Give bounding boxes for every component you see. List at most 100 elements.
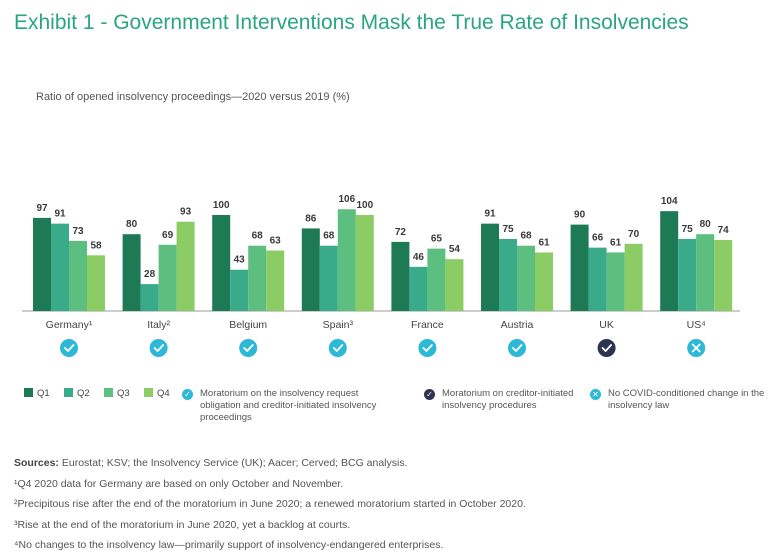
bar-q1 (33, 217, 51, 311)
bar-q4 (445, 259, 464, 311)
bar-q1 (301, 228, 320, 311)
bar-q4 (624, 243, 643, 311)
category-label: US⁴ (687, 319, 706, 331)
data-label: 68 (252, 231, 264, 242)
bar-q1 (391, 241, 410, 311)
legend-moratorium-both: ✓ Moratorium on the insolvency request o… (182, 388, 380, 424)
category-label: Belgium (229, 319, 267, 331)
chart-subtitle: Ratio of opened insolvency proceedings—2… (36, 91, 350, 103)
sources-text: Eurostat; KSV; the Insolvency Service (U… (58, 457, 408, 469)
footnote-4: ⁴No changes to the insolvency law—primar… (14, 539, 444, 551)
bar-q1 (122, 234, 141, 311)
legend-q2: Q2 (64, 388, 90, 399)
data-label: 65 (431, 234, 443, 245)
sources-line: Sources: Eurostat; KSV; the Insolvency S… (14, 456, 526, 477)
data-label: 63 (270, 236, 282, 247)
check-icon-glyph (64, 344, 75, 352)
footnote-1: ¹Q4 2020 data for Germany are based on o… (14, 477, 344, 490)
legend-q1: Q1 (24, 388, 50, 399)
check-icon-glyph (512, 344, 523, 352)
data-label: 91 (484, 209, 496, 220)
data-label: 75 (682, 224, 694, 235)
legend-label-q4: Q4 (157, 388, 170, 399)
bar-q2 (499, 239, 517, 311)
data-label: 61 (538, 237, 550, 248)
bar-q3 (158, 244, 177, 311)
category-label: Italy² (147, 319, 170, 331)
bar-q3 (248, 245, 267, 311)
bar-q2 (319, 245, 338, 311)
bar-q4 (176, 221, 195, 311)
data-label: 100 (213, 200, 230, 211)
footnotes: Sources: Eurostat; KSV; the Insolvency S… (14, 456, 526, 559)
footnote-2: ²Precipitous rise after the end of the m… (14, 498, 526, 510)
sources-label: Sources: (14, 457, 59, 469)
bar-q4 (714, 239, 733, 311)
data-label: 72 (395, 227, 407, 238)
close-icon-glyph (691, 343, 701, 353)
data-label: 69 (162, 230, 174, 241)
bar-q1 (212, 215, 231, 311)
legend-swatch-q1 (24, 388, 33, 397)
data-label: 100 (356, 200, 373, 211)
check-icon-glyph (243, 344, 254, 352)
bar-q3 (606, 252, 625, 311)
legend-swatch-q2 (64, 388, 73, 397)
data-label: 106 (338, 194, 355, 205)
bar-q3 (69, 240, 87, 311)
check-icon-glyph (422, 344, 433, 352)
data-label: 68 (520, 231, 532, 242)
data-label: 90 (574, 210, 586, 221)
bar-q2 (588, 247, 607, 311)
data-label: 74 (718, 225, 730, 236)
data-label: 28 (144, 269, 156, 280)
bar-q3 (427, 248, 446, 311)
check-icon-glyph (332, 344, 344, 352)
legend-moratorium-creditor: ✓ Moratorium on creditor-initiated insol… (424, 388, 592, 412)
data-label: 93 (180, 207, 192, 218)
legend-q3: Q3 (104, 388, 130, 399)
data-label: 66 (592, 233, 604, 244)
check-icon (149, 339, 168, 357)
legend-label-moratorium-creditor: Moratorium on creditor-initiated insolve… (442, 388, 574, 411)
legend-label-q1: Q1 (37, 388, 50, 399)
bar-q4 (87, 255, 105, 311)
bar-q1 (481, 223, 499, 311)
check-icon-glyph (153, 344, 164, 352)
data-label: 97 (36, 203, 48, 214)
data-label: 54 (449, 244, 461, 255)
bar-q3 (696, 234, 715, 311)
footnote-3: ³Rise at the end of the moratorium in Ju… (14, 518, 351, 531)
check-icon (508, 339, 526, 357)
bar-q4 (266, 250, 285, 311)
data-label: 61 (610, 237, 622, 248)
check-icon-glyph (601, 344, 612, 352)
legend-label-q3: Q3 (117, 388, 130, 399)
bar-q3 (337, 209, 356, 311)
data-label: 91 (54, 209, 66, 220)
data-label: 43 (234, 255, 246, 266)
bar-q2 (140, 284, 159, 311)
data-label: 58 (90, 240, 102, 251)
check-icon (328, 339, 347, 357)
data-label: 80 (126, 219, 138, 230)
bar-q3 (517, 245, 535, 311)
category-label: UK (599, 319, 614, 331)
legend-q4: Q4 (144, 388, 170, 399)
check-icon (60, 339, 78, 357)
data-label: 73 (72, 226, 84, 237)
data-label: 68 (323, 231, 335, 242)
check-icon (597, 339, 616, 357)
exhibit-title: Exhibit 1 - Government Interventions Mas… (14, 11, 689, 34)
legend-swatch-q4 (144, 388, 153, 397)
legend-no-change: ✕ No COVID-conditioned change in the ins… (590, 388, 768, 412)
data-label: 86 (305, 213, 317, 224)
check-icon: ✓ (182, 389, 193, 400)
check-icon (418, 339, 437, 357)
bar-q2 (678, 239, 697, 311)
bar-q4 (355, 215, 374, 311)
bar-q2 (409, 266, 428, 311)
bar-q2 (230, 269, 249, 311)
data-label: 75 (502, 224, 514, 235)
bar-q4 (535, 252, 553, 311)
